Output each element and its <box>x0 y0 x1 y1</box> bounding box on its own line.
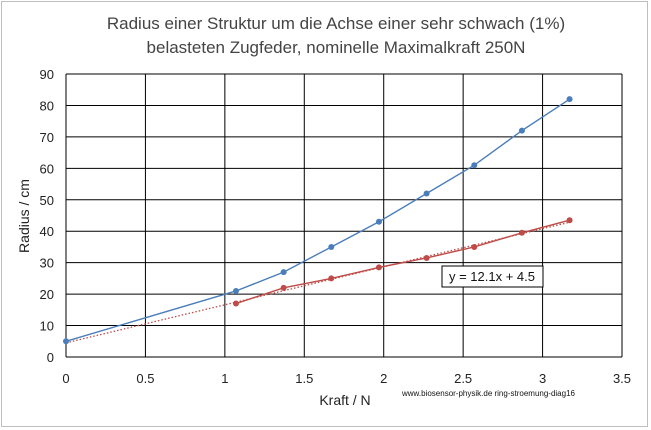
trendline-equation-box: y = 12.1x + 4.5 <box>441 265 544 288</box>
y-tick-label: 60 <box>40 161 54 176</box>
x-tick-label: 0 <box>62 371 69 386</box>
data-point <box>232 287 239 294</box>
y-tick-label: 70 <box>40 130 54 145</box>
y-tick-label: 30 <box>40 256 54 271</box>
x-tick-label: 1 <box>221 371 228 386</box>
source-credit: www.biosensor-physik.de ring-stroemung-d… <box>401 389 576 398</box>
gridlines <box>65 73 623 358</box>
data-point <box>423 254 430 261</box>
linear-trendline <box>65 221 570 344</box>
y-tick-label: 0 <box>47 350 54 365</box>
y-tick-label: 80 <box>40 98 54 113</box>
series-line-1 <box>65 98 570 342</box>
equation-box-border <box>441 265 544 288</box>
x-tick-label: 2 <box>380 371 387 386</box>
data-point <box>328 275 335 282</box>
x-tick-label: 1.5 <box>295 371 313 386</box>
y-tick-label: 10 <box>40 319 54 334</box>
data-point <box>375 264 382 271</box>
y-tick-label: 20 <box>40 287 54 302</box>
y-tick-labels: 0 10 20 30 40 50 60 70 80 90 <box>40 67 54 365</box>
data-point <box>280 284 287 291</box>
trendline <box>65 221 570 344</box>
chart-title-line-1: Radius einer Struktur um die Achse einer… <box>107 14 565 33</box>
y-axis-title: Radius / cm <box>16 179 32 253</box>
series-line-2 <box>235 219 570 305</box>
y-tick-label: 90 <box>40 67 54 82</box>
trendline-equation: y = 12.1x + 4.5 <box>449 269 535 284</box>
data-point <box>518 127 525 134</box>
data-point <box>63 338 69 345</box>
x-axis-title: Kraft / N <box>319 392 370 408</box>
data-point <box>471 243 478 250</box>
y-tick-label: 40 <box>40 224 54 239</box>
x-tick-label: 2.5 <box>454 371 472 386</box>
data-point <box>566 217 573 224</box>
x-tick-labels: 0 0.5 1 1.5 2 2.5 3 3.5 <box>62 371 631 386</box>
chart-title-line-2: belasteten Zugfeder, nominelle Maximalkr… <box>147 38 526 57</box>
data-point <box>471 162 478 169</box>
data-point <box>423 190 430 197</box>
x-tick-label: 0.5 <box>136 371 154 386</box>
data-point <box>518 229 525 236</box>
data-point <box>232 300 239 307</box>
x-tick-label: 3.5 <box>613 371 631 386</box>
y-tick-label: 50 <box>40 193 54 208</box>
data-point <box>280 269 287 276</box>
data-series <box>63 96 573 345</box>
data-point <box>566 96 573 103</box>
data-point <box>328 243 335 250</box>
x-tick-label: 3 <box>539 371 546 386</box>
data-point <box>375 218 382 225</box>
